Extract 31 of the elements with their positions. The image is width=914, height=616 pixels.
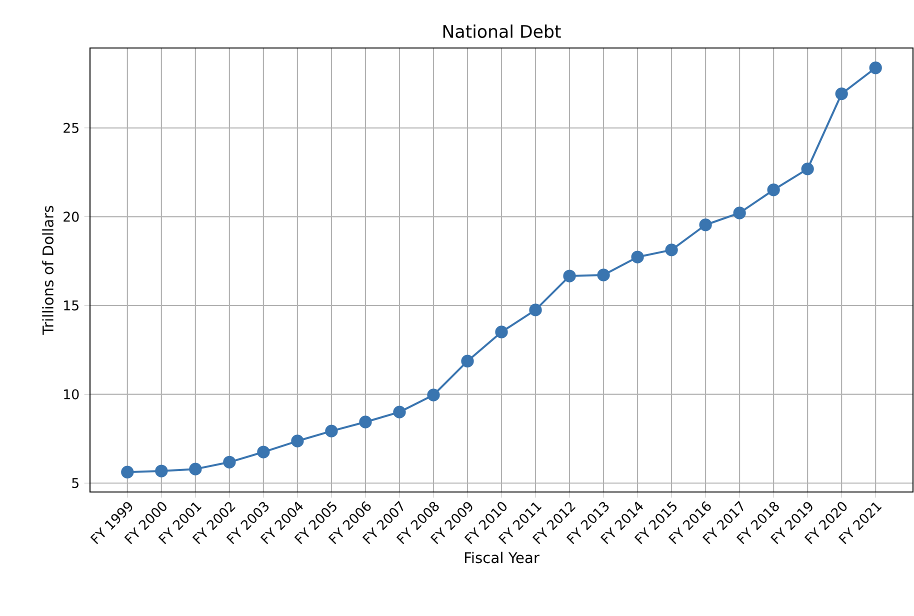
point <box>529 304 542 316</box>
point <box>121 466 134 478</box>
point <box>665 244 678 256</box>
y-axis-title: Trillions of Dollars <box>42 206 54 335</box>
point <box>291 434 304 448</box>
point <box>835 87 848 100</box>
point <box>869 62 882 74</box>
point <box>733 206 746 220</box>
point <box>359 416 372 428</box>
chart-title: National Debt <box>443 24 561 38</box>
point <box>767 184 780 196</box>
point <box>223 456 236 468</box>
point <box>189 462 202 476</box>
point <box>393 406 406 418</box>
point <box>563 270 576 282</box>
y-tick-label: 10 <box>64 389 79 400</box>
point <box>155 464 168 478</box>
point <box>257 446 270 458</box>
y-tick-label: 15 <box>64 300 78 310</box>
point <box>631 250 644 264</box>
point <box>801 162 814 176</box>
point <box>699 218 712 232</box>
y-tick-label: 20 <box>64 212 79 222</box>
point <box>325 424 338 438</box>
point <box>461 354 474 368</box>
point <box>597 268 610 282</box>
y-tick-label: 5 <box>72 478 78 488</box>
x-axis-title: Fiscal Year <box>464 552 540 564</box>
point <box>495 326 508 338</box>
point <box>427 388 440 402</box>
y-tick-label: 25 <box>64 122 78 133</box>
